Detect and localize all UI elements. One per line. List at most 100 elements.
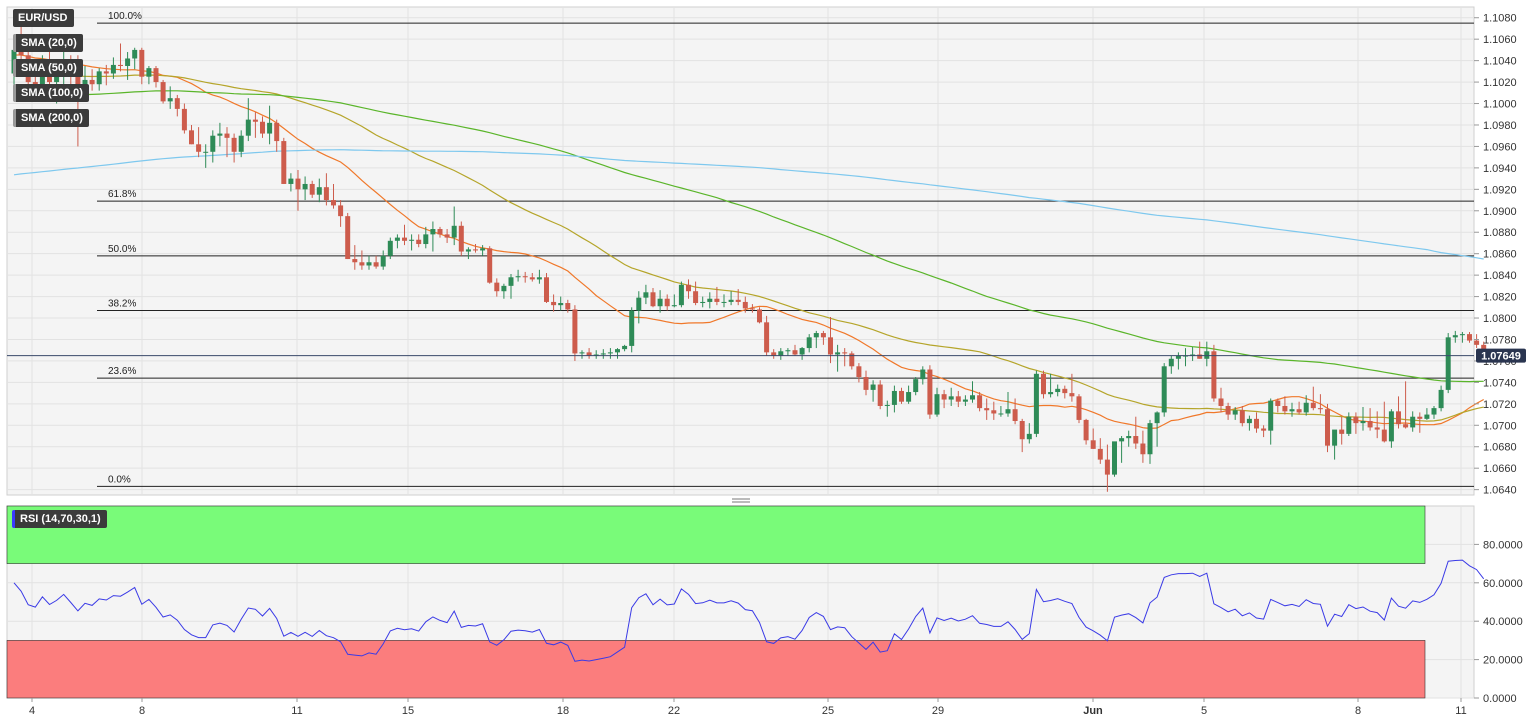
candle-body — [1254, 418, 1259, 429]
candle-body — [607, 352, 613, 354]
candle-body — [671, 305, 677, 307]
price-tick-label: 1.0920 — [1483, 184, 1517, 196]
time-tick-label: 11 — [1455, 705, 1466, 717]
sma-200-label[interactable]: SMA (200,0) — [13, 109, 89, 127]
candle-body — [544, 277, 549, 302]
candle-body — [579, 352, 585, 354]
sma-line-50 — [13, 74, 1484, 422]
candle-body — [302, 183, 308, 190]
price-tick-label: 1.0800 — [1483, 313, 1517, 325]
candle-body — [927, 369, 933, 415]
fib-label: 23.6% — [108, 366, 136, 377]
candle-body — [409, 239, 415, 241]
candle-body — [132, 49, 138, 59]
candle-body — [224, 133, 230, 138]
candle-body — [1268, 400, 1274, 431]
candle-body — [856, 366, 862, 378]
candle-body — [1112, 441, 1117, 475]
axes: 1.1080 1.1060 1.1040 1.1020 1.1000 1.0980 1.09… — [29, 13, 1523, 717]
sma-line-20 — [14, 54, 1484, 430]
candle-body — [806, 337, 812, 349]
candle-body — [735, 299, 741, 302]
candle-body — [267, 122, 273, 134]
candle-body — [707, 298, 713, 302]
candle-body — [693, 291, 699, 304]
candle-body — [167, 98, 173, 102]
candle-body — [529, 277, 535, 280]
candle-body — [1225, 405, 1231, 415]
candle-body — [1246, 418, 1252, 424]
price-tick-label: 1.0660 — [1483, 463, 1517, 475]
sma-100-label[interactable]: SMA (100,0) — [13, 84, 89, 102]
candle-body — [54, 73, 60, 83]
sma-line-100 — [13, 90, 1484, 383]
pane-resize-handle[interactable] — [731, 497, 751, 503]
candle-body — [1346, 416, 1352, 434]
sma-lines — [13, 54, 1484, 430]
candle-body — [1353, 416, 1359, 424]
time-tick-label: 29 — [932, 705, 944, 717]
candle-body — [984, 408, 990, 411]
candle-body — [1452, 335, 1458, 338]
candle-body — [955, 396, 961, 402]
price-tick-label: 1.1040 — [1483, 56, 1517, 68]
candle-body — [1438, 389, 1444, 409]
candle-body — [210, 135, 216, 152]
fib-label: 100.0% — [108, 11, 142, 22]
candle-body — [1175, 355, 1181, 359]
candle-body — [281, 141, 287, 184]
sma-20-label[interactable]: SMA (20,0) — [13, 34, 83, 52]
candle-body — [387, 240, 393, 256]
time-tick-label: 11 — [291, 705, 302, 717]
candle-body — [125, 58, 131, 66]
candle-body — [444, 234, 450, 238]
candle-body — [600, 353, 606, 355]
sma-50-label[interactable]: SMA (50,0) — [13, 59, 83, 77]
rsi-label[interactable]: RSI (14,70,30,1) — [12, 510, 107, 528]
candle-body — [977, 395, 983, 409]
price-tick-label: 1.0860 — [1483, 249, 1517, 261]
candle-body — [1310, 402, 1316, 409]
candle-body — [1168, 358, 1174, 367]
candle-body — [813, 333, 819, 338]
price-tick-label: 1.0720 — [1483, 399, 1517, 411]
candle-body — [1239, 410, 1245, 424]
price-pane[interactable] — [6, 6, 1475, 496]
candle-body — [700, 301, 706, 304]
price-tick-label: 1.0940 — [1483, 163, 1517, 175]
candle-body — [920, 369, 926, 380]
grid-lines — [7, 7, 1474, 699]
candle-body — [572, 309, 578, 354]
candle-body — [1339, 429, 1345, 434]
candle-body — [110, 64, 116, 74]
candle-body — [352, 259, 358, 263]
candle-body — [295, 178, 301, 190]
candle-body — [402, 237, 407, 241]
candle-body — [643, 292, 649, 298]
candle-body — [1083, 419, 1089, 441]
candle-body — [742, 301, 748, 309]
candle-body — [465, 249, 471, 252]
candle-body — [473, 249, 478, 251]
candle-body — [970, 395, 975, 400]
candle-body — [487, 248, 493, 283]
candle-body — [891, 390, 897, 405]
candle-body — [622, 345, 628, 350]
candle-body — [1232, 410, 1238, 415]
candle-body — [1197, 354, 1203, 359]
symbol-label[interactable]: EUR/USD — [13, 9, 74, 27]
candle-body — [238, 135, 244, 152]
current-price-box — [1476, 348, 1526, 363]
candle-body — [1282, 405, 1288, 412]
candle-body — [1204, 351, 1210, 359]
candle-body — [1275, 400, 1281, 406]
candle-body — [345, 216, 351, 260]
time-tick-label: Jun — [1083, 705, 1103, 717]
candle-body — [118, 64, 123, 66]
fib-label: 61.8% — [108, 189, 136, 200]
candle-body — [586, 352, 592, 356]
candle-body — [274, 122, 280, 142]
candle-body — [331, 200, 336, 206]
candle-body — [160, 82, 166, 102]
